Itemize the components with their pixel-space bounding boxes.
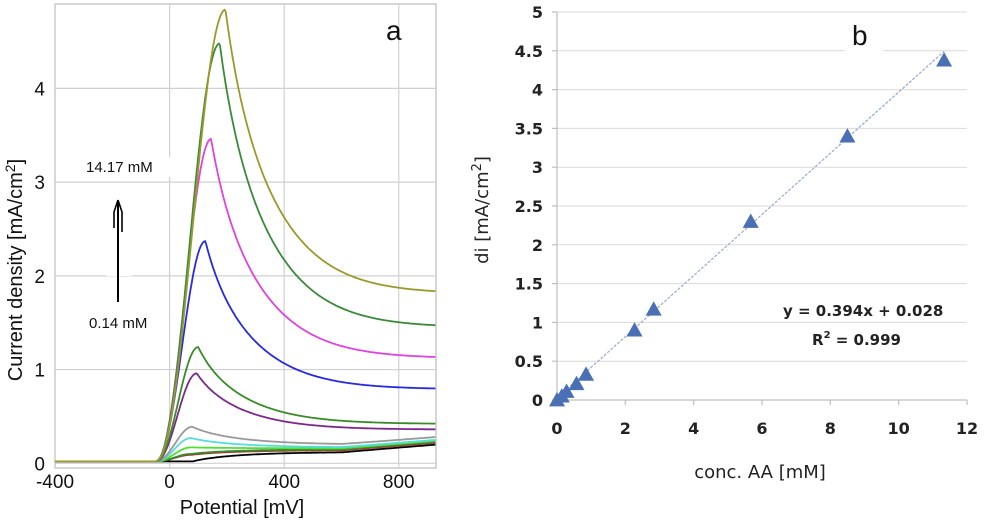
trendline-equation: y = 0.394x + 0.028: [783, 302, 943, 320]
panel-b-data-point: [558, 383, 575, 398]
panel-b-points: [549, 52, 953, 407]
panel-b-y-tick-label: 0.5: [515, 352, 543, 371]
panel-a-y-tick-label: 2: [34, 267, 45, 288]
panel-a-x-axis-label: Potential [mV]: [180, 497, 305, 519]
panel-b-x-tick-label: 6: [756, 419, 767, 438]
panel-a-curves: [55, 8, 436, 463]
panel-b-y-tick-label: 5: [532, 3, 543, 22]
annotation-top-concentration: 14.17 mM: [86, 159, 153, 176]
panel-b-x-tick-label: 12: [956, 419, 978, 438]
r-squared-value: = 0.999: [831, 331, 901, 349]
panel-b-y-axis-label-main: di [mA/cm: [472, 171, 493, 264]
r-squared: R2 = 0.999: [812, 330, 901, 349]
panel-a-x-tick-label: 800: [383, 472, 415, 493]
panel-b-data-point: [645, 301, 662, 316]
panel-b-y-tick-label: 4.5: [515, 42, 543, 61]
panel-b-y-tick-label: 1: [532, 313, 543, 332]
panel-b-data-point: [839, 128, 856, 143]
panel-b: 0 2 4 6 8 10 12 0 0.5 1 1.5 2 2.5 3 3.5 4 4.5 5 b y = 0.…: [470, 3, 978, 483]
panel-a-x-tick-label: -400: [36, 472, 74, 493]
panel-b-letter-bg: [845, 22, 883, 52]
r-squared-sup: 2: [824, 330, 831, 341]
panel-a-curve-12: [55, 8, 436, 463]
panel-a-y-tick-label: 4: [34, 79, 45, 100]
annotation-top-bg: [82, 157, 177, 177]
panel-b-y-tick-label: 0: [532, 391, 543, 410]
panel-a-y-axis-label-sup: 2: [2, 164, 18, 172]
trendline: [556, 50, 945, 399]
annotation-bottom-concentration: 0.14 mM: [89, 315, 147, 332]
panel-a-y-ticks: 0 1 2 3 4: [34, 79, 45, 475]
panel-a-x-tick-label: 400: [268, 472, 300, 493]
panel-b-data-point: [568, 375, 585, 391]
panel-a-y-tick-label: 0: [34, 454, 45, 475]
panel-a-grid: [54, 4, 436, 468]
panel-b-x-tick-label: 2: [620, 419, 631, 438]
panel-a-x-ticks: -400 0 400 800: [36, 472, 415, 493]
panel-b-data-point: [742, 213, 759, 228]
arrow-head: [113, 199, 123, 232]
panel-b-x-tick-label: 10: [888, 419, 910, 438]
panel-b-y-axis-label-sup: 2: [470, 163, 485, 171]
panel-b-y-axis-label-end: ]: [472, 156, 493, 163]
panel-b-data-point: [578, 366, 595, 381]
annotation-bottom-bg: [84, 312, 164, 332]
panel-b-y-tick-label: 2.5: [515, 197, 543, 216]
panel-b-y-tick-label: 1.5: [515, 275, 543, 294]
panel-b-axes: [552, 11, 968, 405]
panel-b-y-axis-label: di [mA/cm2]: [470, 156, 493, 264]
concentration-arrow: [106, 199, 132, 302]
panel-b-x-tick-label: 8: [825, 419, 836, 438]
panel-b-x-tick-label: 0: [551, 419, 562, 438]
panel-b-letter: b: [852, 20, 868, 51]
panel-b-y-tick-label: 3: [532, 158, 543, 177]
panel-b-y-ticks: 0 0.5 1 1.5 2 2.5 3 3.5 4 4.5 5: [515, 3, 543, 410]
panel-b-y-tick-label: 2: [532, 236, 543, 255]
panel-b-data-point: [936, 52, 953, 67]
panel-b-x-ticks: 0 2 4 6 8 10 12: [551, 419, 978, 438]
panel-a-y-axis-label-main: Current density [mA/cm: [5, 172, 27, 381]
panel-a-y-tick-label: 1: [34, 361, 45, 382]
panel-b-y-tick-label: 3.5: [515, 119, 543, 138]
panel-b-x-tick-label: 4: [688, 419, 699, 438]
r-squared-prefix: R: [812, 331, 824, 349]
panel-a-letter: a: [386, 15, 402, 46]
panel-a-x-tick-label: 0: [164, 472, 175, 493]
panel-b-data-point: [626, 322, 643, 337]
panel-a-y-tick-label: 3: [34, 173, 45, 194]
panel-b-x-axis-label: conc. AA [mM]: [694, 462, 826, 483]
panel-a-y-axis-label: Current density [mA/cm2]: [2, 159, 27, 381]
panel-b-grid: [557, 11, 967, 362]
panel-b-y-tick-label: 4: [532, 81, 543, 100]
panel-a-y-axis-label-end: ]: [5, 159, 27, 165]
